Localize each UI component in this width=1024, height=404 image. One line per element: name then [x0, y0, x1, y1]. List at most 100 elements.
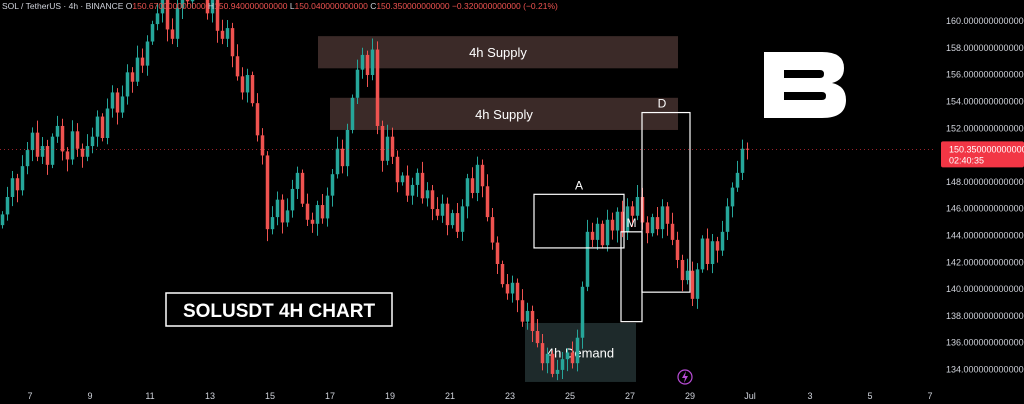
- candle-body: [395, 156, 400, 183]
- candle-body: [615, 211, 620, 231]
- candle-body: [255, 103, 260, 136]
- zone-label-1: 4h Supply: [475, 107, 533, 122]
- candle-body: [270, 217, 275, 230]
- ohlc-header-part: L: [290, 1, 295, 11]
- x-tick-label: 3: [807, 391, 812, 401]
- candle-body: [575, 337, 580, 364]
- candle-body: [95, 116, 100, 137]
- candle-body: [580, 286, 585, 338]
- pattern-box-2: [641, 111, 691, 293]
- candle-body: [365, 54, 370, 76]
- candle-body: [90, 136, 95, 147]
- candle-body: [105, 108, 110, 139]
- x-tick-label: 19: [385, 391, 395, 401]
- candle-body: [120, 96, 125, 113]
- candle-body: [620, 211, 625, 232]
- candle-body: [745, 148, 750, 150]
- candle-body: [500, 264, 505, 285]
- candle-body: [505, 284, 510, 294]
- ohlc-header-part: −0.320000000000 (−0.21%): [452, 1, 558, 11]
- candle-body: [730, 187, 735, 207]
- y-tick-label: 152.000000000000: [946, 123, 1024, 133]
- candle-body: [230, 28, 235, 57]
- candle-body: [720, 231, 725, 251]
- candle-body: [370, 49, 375, 76]
- price-tag-countdown: 02:40:35: [949, 155, 984, 165]
- candle-body: [140, 57, 145, 66]
- candle-body: [685, 270, 690, 281]
- candle-body: [610, 219, 615, 231]
- price-tag: [941, 141, 1024, 168]
- brand-logo-icon: [764, 52, 846, 118]
- candle-body: [325, 195, 330, 219]
- y-tick-label: 146.000000000000: [946, 204, 1024, 214]
- candle-body: [460, 206, 465, 232]
- candle-body: [470, 178, 475, 193]
- candle-body: [240, 76, 245, 93]
- candle-body: [430, 190, 435, 210]
- candle-body: [495, 242, 500, 265]
- candle-body: [35, 132, 40, 157]
- candle-body: [705, 238, 710, 265]
- candle-body: [225, 28, 230, 39]
- x-tick-label: 21: [445, 391, 455, 401]
- candle-body: [405, 175, 410, 196]
- candle-body: [540, 343, 545, 364]
- candle-body: [735, 172, 740, 188]
- candle-body: [380, 125, 385, 161]
- candle-body: [265, 155, 270, 230]
- candle-body: [65, 151, 70, 160]
- candle-body: [85, 146, 90, 157]
- candle-body: [585, 231, 590, 287]
- chart-label: SOLUSDT 4H CHART: [183, 301, 376, 322]
- candle-body: [245, 75, 250, 93]
- candle-body: [280, 199, 285, 223]
- candle-body: [235, 56, 240, 77]
- candle-body: [40, 146, 45, 157]
- y-tick-label: 138.000000000000: [946, 311, 1024, 321]
- candle-body: [285, 210, 290, 223]
- candle-body: [435, 209, 440, 216]
- x-tick-label: 7: [927, 391, 932, 401]
- candle-body: [50, 136, 55, 165]
- header-layer: SOL / TetherUS · 4h · BINANCE O150.67000…: [2, 1, 558, 11]
- candle-body: [510, 282, 515, 294]
- candle-body: [490, 217, 495, 243]
- candle-body: [345, 129, 350, 167]
- candle-body: [725, 206, 730, 232]
- y-tick-label: 142.000000000000: [946, 257, 1024, 267]
- axes-layer: 160.000000000000 158.000000000000 156.0000…: [0, 16, 1024, 401]
- candle-body: [690, 270, 695, 299]
- candle-body: [55, 125, 60, 137]
- ohlc-header-part: 150.940000000000: [214, 1, 290, 11]
- candle-body: [400, 175, 405, 183]
- candle-body: [710, 241, 715, 265]
- candle-body: [250, 75, 255, 104]
- candle-body: [130, 72, 135, 82]
- candle-body: [295, 172, 300, 189]
- candle-body: [700, 238, 705, 270]
- candle-body: [595, 223, 600, 240]
- candle-body: [275, 199, 280, 218]
- candle-body: [545, 353, 550, 364]
- x-tick-label: 9: [87, 391, 92, 401]
- candle-body: [330, 174, 335, 196]
- candle-body: [715, 241, 720, 251]
- ohlc-header-part: 150.040000000000: [295, 1, 371, 11]
- candle-body: [190, 0, 195, 2]
- candle-body: [125, 72, 130, 97]
- candle-body: [670, 223, 675, 240]
- price-tag-value: 150.350000000000: [949, 144, 1024, 154]
- boxes-layer: A M D: [533, 97, 691, 323]
- candle-body: [415, 172, 420, 185]
- candle-body: [75, 131, 80, 149]
- candle-body: [290, 188, 295, 211]
- candle-body: [420, 172, 425, 199]
- pattern-label-2: D: [658, 97, 667, 111]
- candle-body: [340, 148, 345, 167]
- ohlc-header-part: SOL / TetherUS · 4h · BINANCE: [2, 1, 126, 11]
- candle-body: [360, 54, 365, 70]
- candle-body: [300, 172, 305, 204]
- candle-body: [535, 331, 540, 344]
